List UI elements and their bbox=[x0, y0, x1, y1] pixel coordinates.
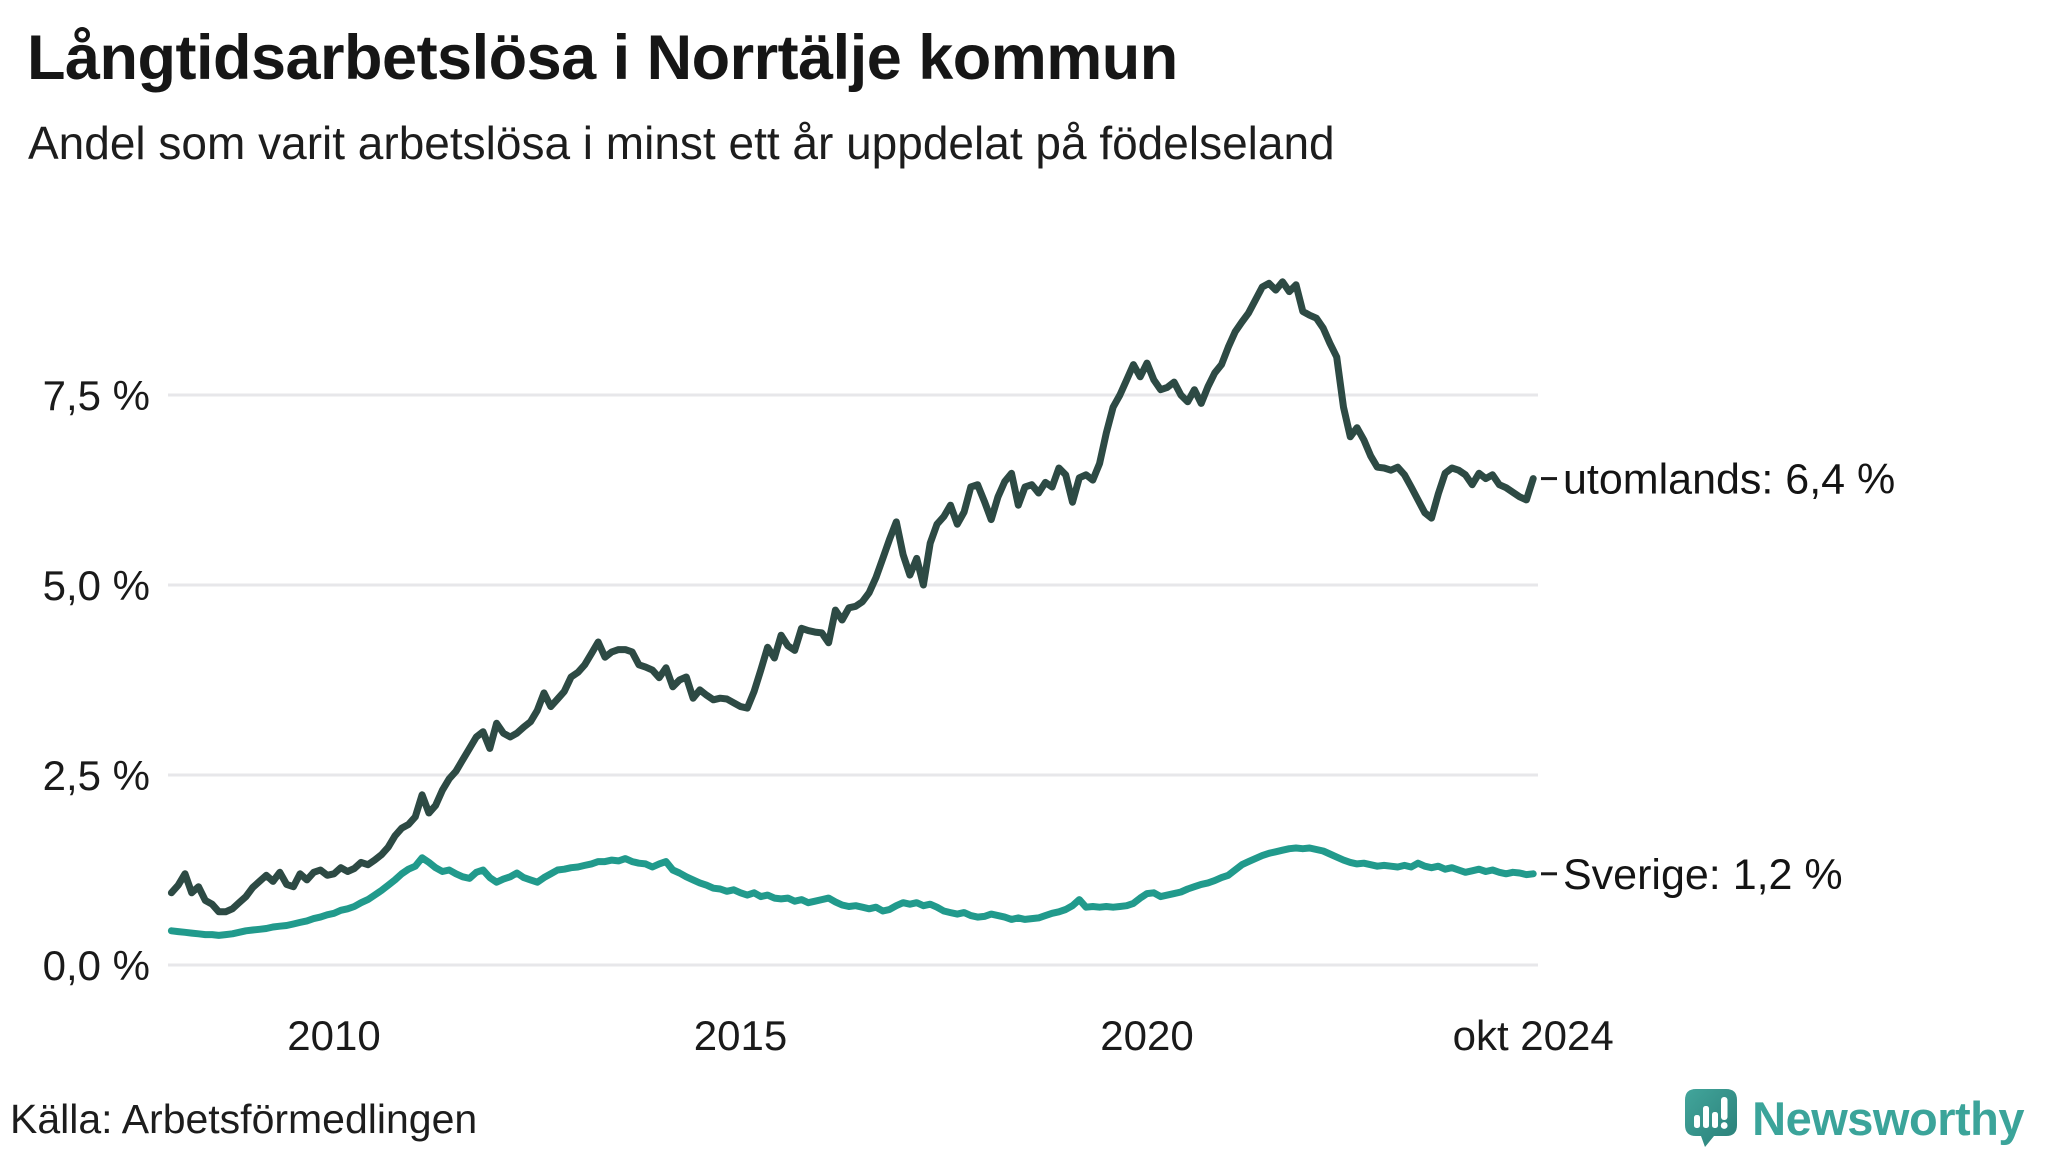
series-line-utomlands bbox=[167, 278, 1537, 916]
x-tick-label: okt 2024 bbox=[1453, 1012, 1614, 1059]
series-end-label-sverige: Sverige: 1,2 % bbox=[1563, 851, 1843, 899]
series-line-sverige bbox=[167, 844, 1537, 939]
source-note: Källa: Arbetsförmedlingen bbox=[10, 1096, 478, 1142]
y-tick-label: 0,0 % bbox=[43, 942, 150, 989]
x-tick-label: 2010 bbox=[287, 1012, 380, 1059]
bar-medium bbox=[1712, 1112, 1719, 1128]
newsworthy-bubble-icon bbox=[1685, 1089, 1738, 1147]
bar-tall bbox=[1703, 1106, 1710, 1128]
y-tick-label: 2,5 % bbox=[43, 752, 150, 799]
x-tick-label: 2015 bbox=[694, 1012, 787, 1059]
y-tick-label: 7,5 % bbox=[43, 372, 150, 419]
newsworthy-wordmark: Newsworthy bbox=[1752, 1091, 2024, 1145]
bar-small bbox=[1694, 1115, 1701, 1128]
newsworthy-logo: Newsworthy bbox=[1684, 1088, 2024, 1148]
exclamation-bar bbox=[1721, 1097, 1728, 1120]
y-tick-label: 5,0 % bbox=[43, 562, 150, 609]
page-subtitle: Andel som varit arbetslösa i minst ett å… bbox=[28, 117, 1335, 169]
x-tick-label: 2020 bbox=[1100, 1012, 1193, 1059]
page-title: Långtidsarbetslösa i Norrtälje kommun bbox=[27, 23, 1178, 93]
exclamation-dot bbox=[1720, 1122, 1728, 1129]
series-end-label-utomlands: utomlands: 6,4 % bbox=[1563, 456, 1895, 504]
